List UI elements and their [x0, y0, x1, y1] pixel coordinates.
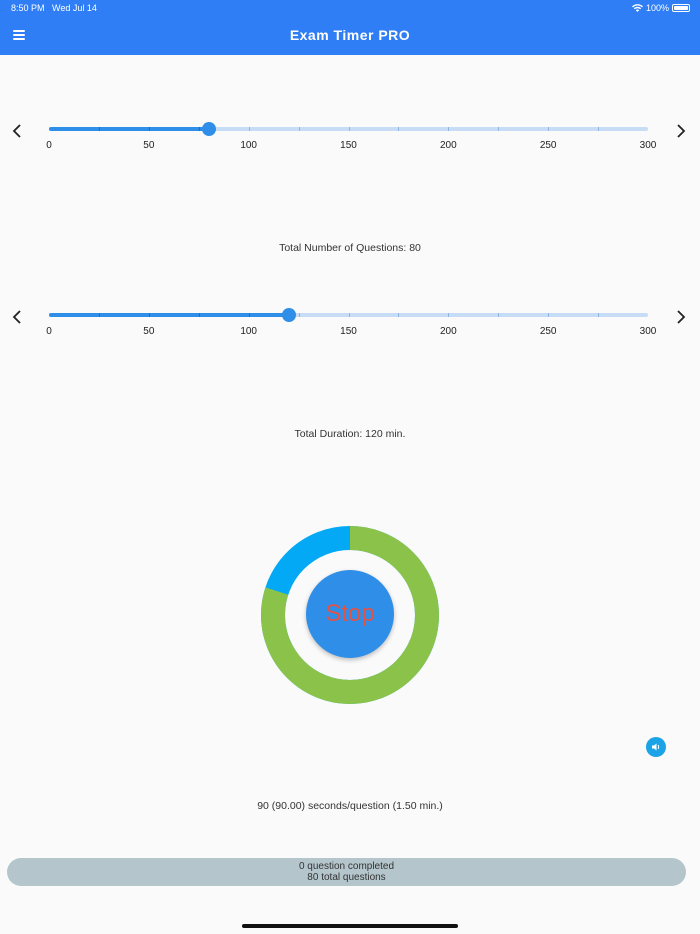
- duration-caption: Total Duration: 120 min.: [294, 428, 406, 440]
- tick-label: 150: [340, 140, 357, 151]
- tick-label: 100: [240, 140, 257, 151]
- completed-count: 0 question completed: [298, 861, 395, 872]
- questions-slider-track[interactable]: [49, 122, 648, 136]
- timer-progress-ring: [261, 526, 439, 704]
- tick-label: 150: [340, 326, 357, 337]
- tick-label: 0: [46, 140, 52, 151]
- questions-increase-chevron-right-icon[interactable]: [671, 121, 691, 141]
- stop-button[interactable]: Stop: [306, 570, 394, 658]
- slider-tick: [98, 127, 100, 131]
- app-bar: 8:50 PM Wed Jul 14 100% Exam Timer PRO: [0, 0, 700, 55]
- home-indicator: [242, 924, 458, 928]
- slider-tick: [148, 127, 150, 131]
- total-count: 80 total questions: [307, 872, 386, 883]
- tick-label: 300: [639, 140, 657, 151]
- slider-tick: [198, 127, 200, 131]
- tick-label: 0: [46, 326, 52, 337]
- slider-tick: [548, 313, 550, 317]
- tick-label: 200: [439, 326, 457, 337]
- slider-tick: [398, 313, 400, 317]
- duration-slider-thumb[interactable]: [281, 308, 296, 322]
- duration-decrease-chevron-left-icon[interactable]: [7, 307, 27, 327]
- slider-tick: [198, 313, 200, 317]
- battery-percent: 100%: [645, 3, 669, 13]
- duration-slider-track[interactable]: [49, 308, 648, 322]
- slider-tick: [148, 313, 150, 317]
- slider-tick: [348, 127, 350, 131]
- slider-tick: [498, 127, 500, 131]
- slider-tick: [448, 313, 450, 317]
- slider-tick: [548, 127, 550, 131]
- slider-tick: [248, 313, 250, 317]
- battery-icon: [672, 4, 690, 12]
- app-title: Exam Timer PRO: [289, 27, 411, 43]
- tick-label: 250: [539, 140, 557, 151]
- slider-tick: [498, 313, 500, 317]
- questions-caption: Total Number of Questions: 80: [279, 242, 421, 254]
- status-time: 8:50 PM: [11, 3, 45, 13]
- tick-label: 50: [143, 140, 155, 151]
- slider-tick: [248, 127, 250, 131]
- slider-tick: [298, 313, 300, 317]
- status-indicators: 100%: [631, 3, 690, 13]
- slider-tick: [598, 313, 600, 317]
- questions-slider-fill: [49, 127, 209, 131]
- seconds-per-question-info: 90 (90.00) seconds/question (1.50 min.): [257, 800, 443, 812]
- tick-label: 250: [539, 326, 557, 337]
- tick-label: 300: [639, 326, 657, 337]
- tick-label: 100: [240, 326, 257, 337]
- status-date: Wed Jul 14: [52, 3, 97, 13]
- duration-slider-fill: [49, 313, 289, 317]
- slider-tick: [98, 313, 100, 317]
- slider-tick: [448, 127, 450, 131]
- slider-tick: [348, 313, 350, 317]
- questions-progress-bar: 0 question completed 80 total questions: [7, 858, 686, 886]
- tick-label: 50: [143, 326, 155, 337]
- ring-remaining-arc: [261, 526, 439, 704]
- duration-increase-chevron-right-icon[interactable]: [671, 307, 691, 327]
- questions-decrease-chevron-left-icon[interactable]: [7, 121, 27, 141]
- hamburger-icon[interactable]: [13, 30, 25, 40]
- wifi-icon: [631, 4, 643, 12]
- slider-tick: [598, 127, 600, 131]
- tick-label: 200: [439, 140, 457, 151]
- slider-tick: [398, 127, 400, 131]
- slider-tick: [298, 127, 300, 131]
- volume-icon[interactable]: [646, 737, 666, 757]
- questions-slider-thumb[interactable]: [201, 122, 216, 136]
